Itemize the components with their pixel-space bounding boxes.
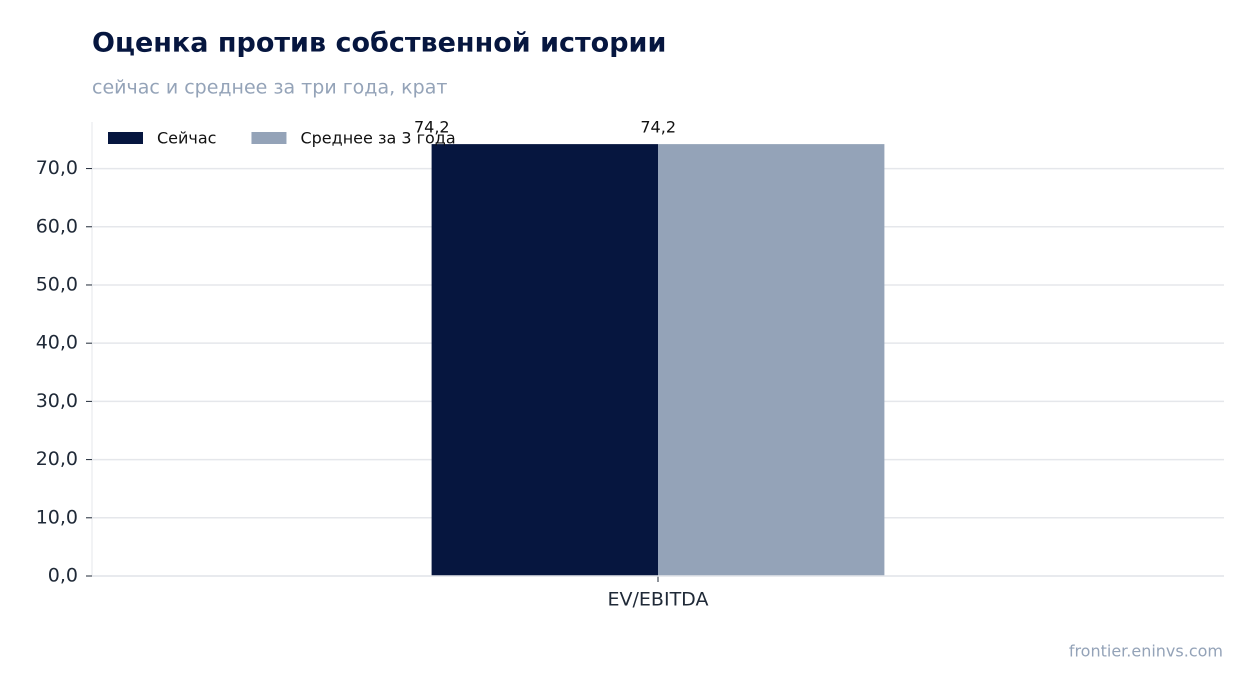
legend-swatch [251,132,287,144]
y-tick-label: 30,0 [36,390,78,412]
data-label: 74,2 [640,118,676,137]
y-tick-label: 20,0 [36,448,78,470]
bar [658,144,885,576]
y-tick-label: 60,0 [36,215,78,237]
chart-subtitle: сейчас и среднее за три года, крат [92,77,447,99]
y-tick-label: 0,0 [48,565,78,587]
bar [431,144,658,576]
x-tick-label: EV/EBITDA [608,589,709,611]
y-tick-label: 40,0 [36,332,78,354]
y-tick-label: 10,0 [36,506,78,528]
data-label: 74,2 [414,118,450,137]
legend-swatch [108,132,143,144]
legend-label: Сейчас [157,129,216,148]
legend-label: Среднее за 3 года [300,129,455,148]
y-tick-label: 50,0 [36,273,78,295]
chart-title: Оценка против собственной истории [92,28,666,59]
source: frontier.eninvs.com [1069,642,1223,661]
y-tick-label: 70,0 [36,157,78,179]
